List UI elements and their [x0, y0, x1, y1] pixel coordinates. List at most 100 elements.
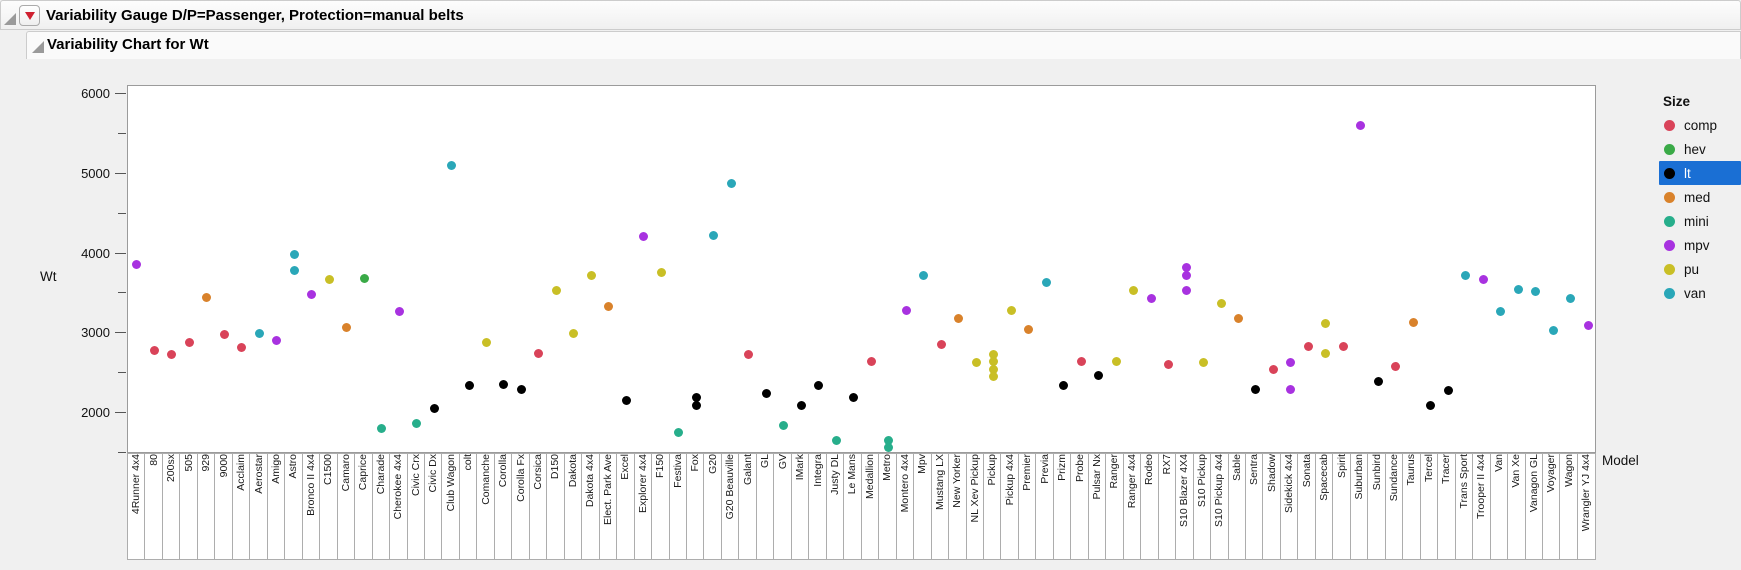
- data-point[interactable]: [1233, 314, 1243, 324]
- data-point[interactable]: [167, 350, 177, 360]
- data-point[interactable]: [814, 381, 824, 391]
- data-point[interactable]: [1408, 318, 1418, 328]
- data-point[interactable]: [989, 371, 999, 381]
- data-point[interactable]: [412, 418, 422, 428]
- legend-item-lt[interactable]: lt: [1659, 161, 1741, 185]
- data-point[interactable]: [1461, 270, 1471, 280]
- data-point[interactable]: [884, 442, 894, 452]
- data-point[interactable]: [849, 393, 859, 403]
- disclosure-triangle-icon[interactable]: [32, 41, 44, 53]
- data-point[interactable]: [1286, 385, 1296, 395]
- data-point[interactable]: [464, 381, 474, 391]
- data-point[interactable]: [989, 365, 999, 375]
- data-point[interactable]: [1268, 365, 1278, 375]
- data-point[interactable]: [516, 384, 526, 394]
- data-point[interactable]: [726, 178, 736, 188]
- data-point[interactable]: [394, 307, 404, 317]
- data-point[interactable]: [1321, 348, 1331, 358]
- data-point[interactable]: [1356, 120, 1366, 130]
- data-point[interactable]: [954, 314, 964, 324]
- data-point[interactable]: [1286, 358, 1296, 368]
- data-point[interactable]: [1548, 326, 1558, 336]
- data-point[interactable]: [1566, 294, 1576, 304]
- data-point[interactable]: [901, 305, 911, 315]
- data-point[interactable]: [482, 337, 491, 347]
- data-point[interactable]: [551, 285, 561, 295]
- data-point[interactable]: [709, 230, 719, 240]
- data-point[interactable]: [1199, 358, 1209, 368]
- data-point[interactable]: [272, 335, 282, 345]
- data-point[interactable]: [1216, 299, 1226, 309]
- data-point[interactable]: [1391, 362, 1401, 372]
- data-point[interactable]: [1094, 371, 1104, 381]
- data-point[interactable]: [289, 265, 299, 275]
- disclosure-triangle-icon[interactable]: [4, 13, 16, 25]
- data-point[interactable]: [1583, 320, 1593, 330]
- data-point[interactable]: [831, 436, 841, 446]
- data-point[interactable]: [919, 271, 929, 281]
- legend-item-med[interactable]: med: [1659, 185, 1741, 209]
- data-point[interactable]: [307, 290, 317, 300]
- legend-item-mini[interactable]: mini: [1659, 209, 1741, 233]
- data-point[interactable]: [132, 260, 142, 270]
- data-point[interactable]: [1181, 262, 1191, 272]
- legend-item-comp[interactable]: comp: [1659, 113, 1741, 137]
- data-point[interactable]: [429, 403, 439, 413]
- data-point[interactable]: [324, 274, 334, 284]
- red-triangle-menu-button[interactable]: [19, 5, 40, 26]
- legend-item-mpv[interactable]: mpv: [1659, 233, 1741, 257]
- data-point[interactable]: [971, 358, 981, 368]
- legend-item-pu[interactable]: pu: [1659, 257, 1741, 281]
- data-point[interactable]: [219, 330, 229, 340]
- data-point[interactable]: [1024, 324, 1034, 334]
- data-point[interactable]: [639, 232, 649, 242]
- data-point[interactable]: [1531, 287, 1541, 297]
- data-point[interactable]: [1181, 286, 1191, 296]
- data-point[interactable]: [989, 357, 999, 367]
- data-point[interactable]: [1478, 274, 1488, 284]
- data-point[interactable]: [1146, 293, 1156, 303]
- data-point[interactable]: [149, 346, 159, 356]
- data-point[interactable]: [604, 301, 614, 311]
- data-point[interactable]: [936, 339, 946, 349]
- data-point[interactable]: [1303, 341, 1313, 351]
- data-point[interactable]: [989, 350, 999, 360]
- data-point[interactable]: [184, 338, 194, 348]
- data-point[interactable]: [586, 270, 596, 280]
- data-point[interactable]: [1321, 319, 1331, 329]
- data-point[interactable]: [674, 427, 684, 437]
- data-point[interactable]: [656, 268, 666, 278]
- data-point[interactable]: [779, 421, 789, 431]
- data-point[interactable]: [761, 389, 771, 399]
- data-point[interactable]: [866, 356, 876, 366]
- data-point[interactable]: [1076, 357, 1086, 367]
- data-point[interactable]: [342, 323, 352, 333]
- data-point[interactable]: [1111, 356, 1121, 366]
- data-point[interactable]: [1041, 277, 1051, 287]
- legend-item-van[interactable]: van: [1659, 281, 1741, 305]
- data-point[interactable]: [884, 436, 894, 446]
- data-point[interactable]: [744, 350, 754, 360]
- data-point[interactable]: [1251, 385, 1261, 395]
- data-point[interactable]: [796, 401, 806, 411]
- data-point[interactable]: [499, 379, 509, 389]
- data-point[interactable]: [1338, 342, 1348, 352]
- data-point[interactable]: [621, 395, 631, 405]
- data-point[interactable]: [569, 328, 579, 338]
- data-point[interactable]: [202, 292, 212, 302]
- data-point[interactable]: [1513, 284, 1523, 294]
- data-point[interactable]: [289, 249, 299, 259]
- data-point[interactable]: [534, 349, 544, 359]
- data-point[interactable]: [1373, 376, 1383, 386]
- data-point[interactable]: [1496, 307, 1506, 317]
- data-point[interactable]: [1426, 400, 1436, 410]
- data-point[interactable]: [1059, 381, 1069, 391]
- data-point[interactable]: [691, 393, 701, 403]
- data-point[interactable]: [237, 343, 247, 353]
- data-point[interactable]: [377, 424, 387, 434]
- data-point[interactable]: [1006, 306, 1016, 316]
- data-point[interactable]: [1443, 386, 1453, 396]
- data-point[interactable]: [254, 328, 264, 338]
- data-point[interactable]: [447, 161, 457, 171]
- data-point[interactable]: [1129, 286, 1139, 296]
